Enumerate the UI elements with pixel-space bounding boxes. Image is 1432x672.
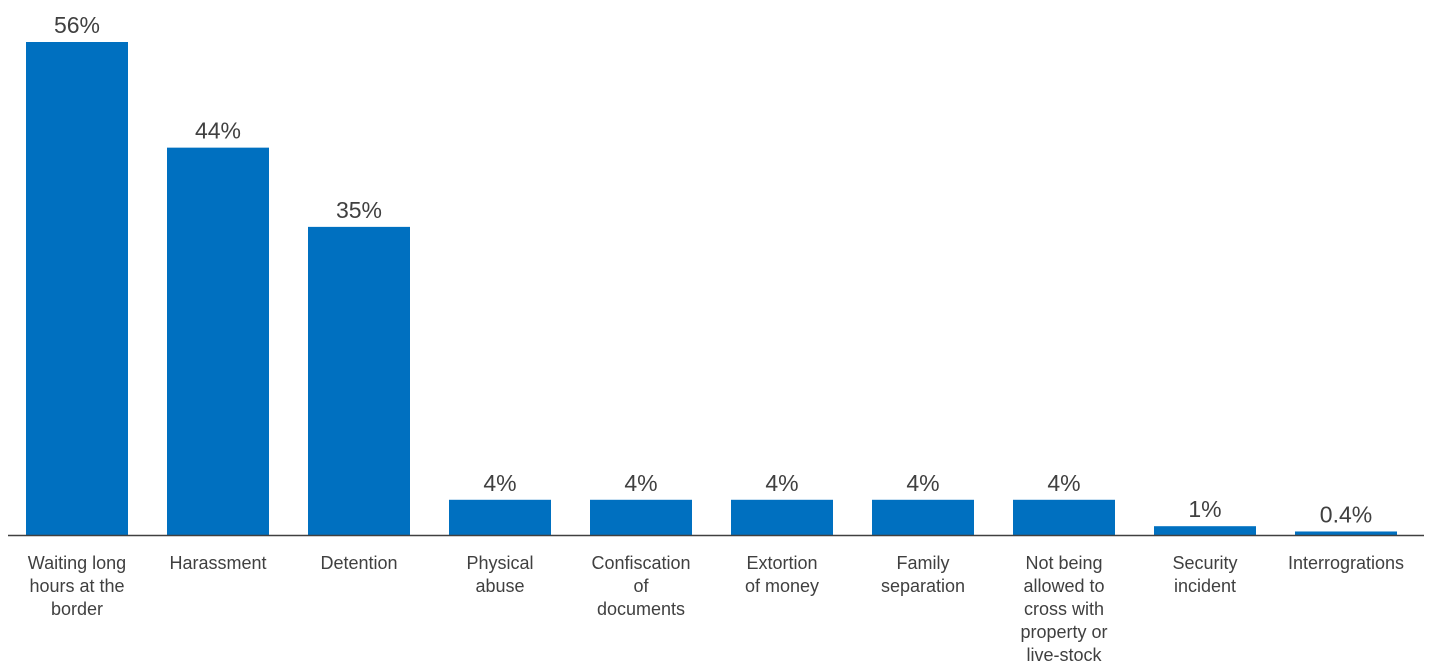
category-label-1: Harassment [169, 553, 266, 573]
category-label-line: incident [1174, 576, 1236, 596]
value-label-5: 4% [765, 470, 798, 496]
category-label-line: live-stock [1026, 645, 1102, 665]
category-label-line: border [51, 599, 103, 619]
value-label-2: 35% [336, 197, 382, 223]
bars-group [26, 42, 1397, 535]
category-label-line: Security [1172, 553, 1237, 573]
category-label-line: Detention [320, 553, 397, 573]
category-label-line: Family [897, 553, 950, 573]
category-label-3: Physical abuse [466, 553, 533, 596]
category-label-line: abuse [475, 576, 524, 596]
value-label-0: 56% [54, 12, 100, 38]
category-label-line: separation [881, 576, 965, 596]
category-label-line: Interrogrations [1288, 553, 1404, 573]
bar-3 [449, 499, 551, 535]
bar-0 [26, 42, 128, 535]
category-label-5: Extortion of money [745, 553, 819, 596]
bar-4 [590, 499, 692, 535]
category-label-line: of money [745, 576, 819, 596]
bar-9 [1295, 531, 1397, 535]
bar-6 [872, 499, 974, 535]
category-label-line: Harassment [169, 553, 266, 573]
value-label-9: 0.4% [1320, 501, 1372, 527]
category-label-line: hours at the [29, 576, 124, 596]
bar-7 [1013, 499, 1115, 535]
bar-8 [1154, 526, 1256, 535]
value-label-1: 44% [195, 118, 241, 144]
category-label-line: Confiscation [591, 553, 690, 573]
bar-2 [308, 226, 410, 535]
value-label-4: 4% [624, 470, 657, 496]
category-label-line: allowed to [1023, 576, 1104, 596]
category-label-2: Detention [320, 553, 397, 573]
category-label-7: Not being allowed to cross with property or… [1020, 553, 1107, 665]
category-labels-group: Waiting long hours at the border Harassment… [28, 553, 1404, 665]
bar-5 [731, 499, 833, 535]
value-label-3: 4% [483, 470, 516, 496]
value-label-7: 4% [1047, 470, 1080, 496]
category-label-0: Waiting long hours at the border [28, 553, 126, 619]
category-label-line: Not being [1025, 553, 1102, 573]
category-label-4: Confiscation of documents [591, 553, 690, 619]
category-label-line: documents [597, 599, 685, 619]
category-label-9: Interrogrations [1288, 553, 1404, 573]
category-label-line: cross with [1024, 599, 1104, 619]
bar-1 [167, 147, 269, 535]
value-label-6: 4% [906, 470, 939, 496]
category-label-6: Family separation [881, 553, 965, 596]
category-label-line: property or [1020, 622, 1107, 642]
category-label-line: Extortion [746, 553, 817, 573]
category-label-line: of [633, 576, 649, 596]
category-label-line: Physical [466, 553, 533, 573]
category-label-8: Security incident [1172, 553, 1237, 596]
value-labels-group: 56% 44% 35% 4% 4% 4% 4% 4% 1% 0.4% [54, 12, 1372, 527]
category-label-line: Waiting long [28, 553, 126, 573]
value-label-8: 1% [1188, 496, 1221, 522]
